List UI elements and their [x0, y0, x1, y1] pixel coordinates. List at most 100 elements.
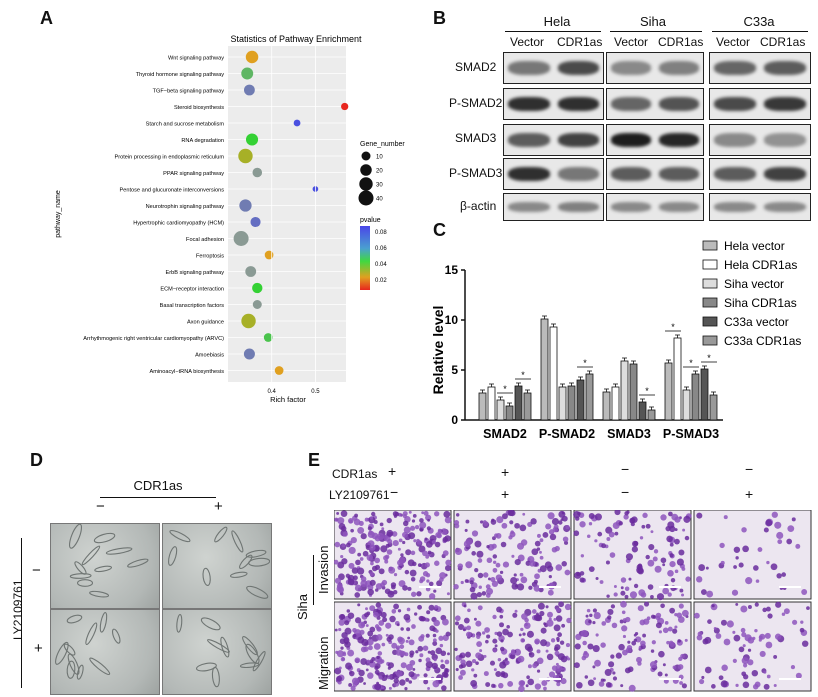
blot-band — [557, 97, 599, 111]
color-legend-label: 0.08 — [375, 230, 387, 236]
stained-cell — [340, 554, 344, 559]
stained-cell — [505, 660, 510, 666]
stained-cell — [348, 546, 356, 555]
stained-cell — [639, 536, 644, 540]
stained-cell — [427, 687, 430, 690]
e-sign: − — [621, 461, 630, 477]
stained-cell — [502, 628, 509, 636]
stained-cell — [624, 667, 631, 674]
stained-cell — [731, 589, 739, 596]
stained-cell — [679, 681, 683, 685]
stained-cell — [342, 652, 347, 657]
stained-cell — [354, 657, 361, 664]
stained-cell — [492, 614, 497, 620]
stained-cell — [620, 577, 627, 583]
stained-cell — [677, 664, 684, 670]
cell — [81, 545, 101, 566]
stained-cell — [628, 684, 636, 692]
bar — [514, 385, 523, 421]
size-legend-dot — [360, 164, 372, 176]
stained-cell — [533, 584, 541, 592]
stained-cell — [340, 614, 346, 620]
size-legend-label: 10 — [376, 155, 383, 161]
cell — [89, 657, 111, 676]
stained-cell — [787, 525, 795, 533]
stained-cell — [396, 670, 403, 677]
cell — [111, 628, 121, 644]
stained-cell — [495, 574, 503, 581]
stained-cell — [594, 539, 598, 543]
stained-cell — [417, 563, 422, 568]
stained-cell — [437, 528, 442, 533]
stained-cell — [723, 515, 728, 520]
stained-cell — [658, 630, 662, 634]
cell — [211, 666, 220, 688]
x-tick-label: 0.5 — [311, 389, 320, 395]
stained-cell — [573, 530, 580, 537]
panel-label-e: E — [308, 450, 321, 470]
stained-cell — [777, 539, 783, 545]
stained-cell — [522, 632, 526, 636]
stained-cell — [354, 584, 362, 592]
stained-cell — [655, 622, 662, 629]
stained-cell — [742, 644, 746, 648]
stained-cell — [432, 638, 437, 643]
stained-cell — [471, 659, 477, 664]
stained-cell — [344, 620, 350, 626]
blot-band — [714, 202, 756, 212]
cell — [77, 579, 94, 587]
stained-cell — [454, 621, 459, 626]
stained-cell — [481, 591, 487, 596]
stained-cell — [379, 522, 384, 527]
x-axis-label: Rich factor — [270, 395, 306, 404]
stained-cell — [434, 560, 440, 566]
blot-line-hela — [505, 31, 601, 32]
blot-strip — [709, 193, 811, 221]
stained-cell — [668, 511, 673, 517]
stained-cell — [662, 563, 666, 567]
cell — [176, 614, 183, 633]
blot-band — [659, 202, 699, 212]
stained-cell — [418, 658, 422, 663]
cell — [127, 558, 149, 568]
stained-cell — [385, 622, 392, 629]
enrichment-point — [341, 102, 349, 111]
stained-cell — [357, 552, 362, 557]
blot-band — [508, 61, 550, 75]
blot-band — [764, 97, 806, 111]
blot-band — [714, 133, 756, 147]
stained-cell — [445, 559, 452, 566]
d-row-label: LY2109761 — [11, 579, 25, 640]
blot-band — [764, 133, 806, 147]
stained-cell — [347, 649, 355, 657]
stained-cell — [588, 619, 592, 624]
stained-cell — [531, 548, 539, 556]
stained-cell — [384, 559, 389, 564]
stained-cell — [783, 608, 790, 615]
cell — [67, 653, 80, 675]
stained-cell — [465, 631, 472, 638]
stained-cell — [740, 627, 746, 633]
stained-cell — [565, 643, 571, 648]
cell — [229, 571, 248, 578]
cell — [66, 614, 83, 624]
stained-cell — [582, 640, 587, 646]
stained-cell — [662, 663, 666, 667]
stained-cell — [733, 634, 741, 642]
stained-cell — [672, 628, 678, 634]
bar — [682, 389, 691, 421]
cell — [248, 557, 270, 567]
stained-cell — [614, 510, 621, 516]
stained-cell — [638, 589, 646, 597]
stained-cell — [400, 553, 404, 557]
stained-cell — [599, 580, 604, 584]
pathway-label: ErbB signaling pathway — [166, 270, 225, 276]
stained-cell — [393, 572, 398, 577]
stained-cell — [735, 556, 739, 560]
stained-cell — [335, 650, 339, 654]
enrichment-point — [233, 230, 249, 247]
stained-cell — [613, 592, 618, 597]
stained-cell — [677, 639, 681, 643]
stained-cell — [391, 642, 398, 649]
cell — [93, 532, 116, 544]
